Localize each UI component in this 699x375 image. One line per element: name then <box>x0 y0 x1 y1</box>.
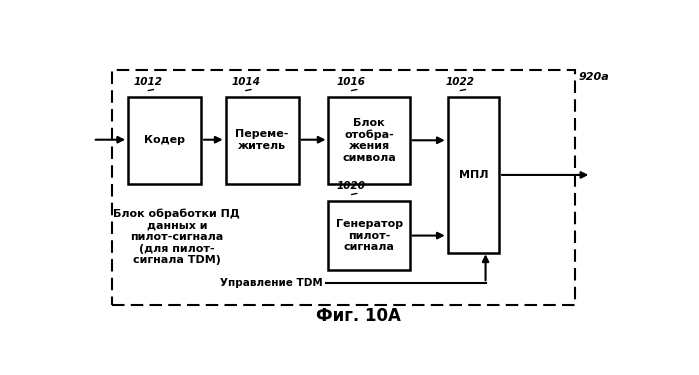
Text: МПЛ: МПЛ <box>459 170 488 180</box>
Text: Кодер: Кодер <box>144 135 185 145</box>
Text: 920а: 920а <box>579 72 610 82</box>
Text: Генератор
пилот-
сигнала: Генератор пилот- сигнала <box>336 219 403 252</box>
Text: 1012: 1012 <box>134 77 163 87</box>
Text: Управление TDM: Управление TDM <box>220 278 323 288</box>
Text: Фиг. 10А: Фиг. 10А <box>316 307 401 325</box>
Text: 1016: 1016 <box>337 77 366 87</box>
Text: 1014: 1014 <box>231 77 260 87</box>
Bar <box>226 97 298 184</box>
Text: Блок обработки ПД
данных и
пилот-сигнала
(для пилот-
сигнала TDM): Блок обработки ПД данных и пилот-сигнала… <box>113 209 240 266</box>
Bar <box>447 97 499 253</box>
Text: Блок
отобра-
жения
символа: Блок отобра- жения символа <box>343 118 396 163</box>
Bar <box>128 97 201 184</box>
Text: 1022: 1022 <box>446 77 475 87</box>
Text: Переме-
житель: Переме- житель <box>236 129 289 151</box>
Bar <box>329 201 410 270</box>
Bar <box>112 69 575 305</box>
Text: 1020: 1020 <box>337 181 366 191</box>
Bar <box>329 97 410 184</box>
